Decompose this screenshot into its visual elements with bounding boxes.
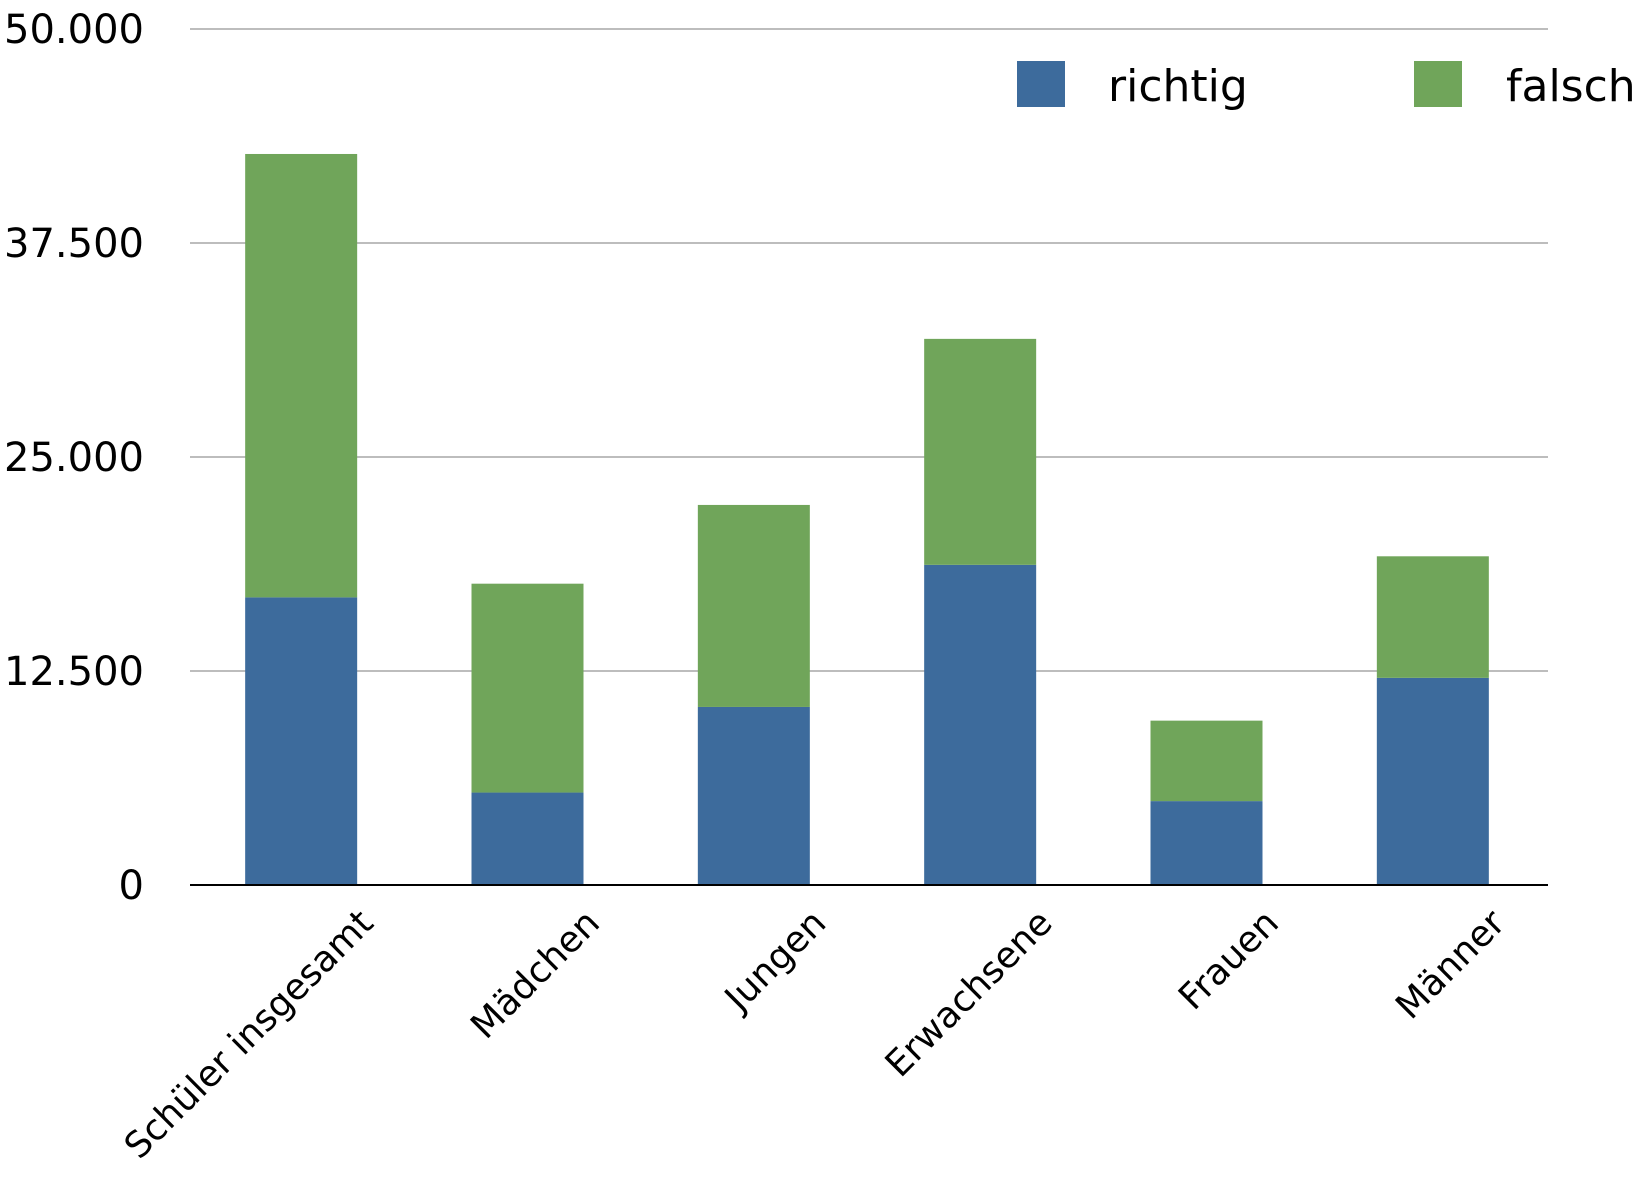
bar-falsch	[924, 338, 1037, 565]
y-tick-label: 37.500	[4, 221, 144, 267]
grid-lines	[190, 28, 1548, 672]
y-tick-label: 25.000	[4, 435, 144, 481]
x-tick-label: Erwachsene	[878, 902, 1061, 1085]
legend-label-falsch: falsch	[1506, 61, 1636, 112]
x-tick-label: Frauen	[1171, 902, 1287, 1018]
bar-falsch	[697, 504, 810, 707]
x-tick-label: Männer	[1388, 902, 1513, 1027]
bar-falsch	[1376, 556, 1489, 678]
bar-richtig	[1150, 801, 1263, 885]
x-tick-label: Mädchen	[463, 902, 608, 1047]
bar-richtig	[471, 792, 584, 885]
legend-label-richtig: richtig	[1108, 61, 1248, 112]
y-tick-label: 12.500	[4, 649, 144, 695]
x-tick-label: Schüler insgesamt	[117, 902, 382, 1167]
bar-richtig	[1376, 677, 1489, 885]
bar-falsch	[245, 153, 358, 598]
x-tick-label: Jungen	[716, 902, 834, 1020]
x-axis-category-labels: Schüler insgesamt Mädchen Jungen Erwachsene…	[117, 902, 1513, 1167]
bar-richtig	[245, 597, 358, 885]
legend-swatch-falsch	[1414, 61, 1462, 107]
y-tick-label: 0	[119, 863, 144, 909]
legend: richtig falsch	[1017, 61, 1636, 112]
bar-falsch	[471, 583, 584, 793]
bar-richtig	[924, 564, 1037, 885]
y-axis-tick-labels: 0 12.500 25.000 37.500 50.000	[4, 7, 144, 909]
y-tick-label: 50.000	[4, 7, 144, 53]
bar-richtig	[697, 706, 810, 885]
legend-swatch-richtig	[1017, 61, 1065, 107]
bar-falsch	[1150, 720, 1263, 802]
bars	[245, 153, 1489, 885]
